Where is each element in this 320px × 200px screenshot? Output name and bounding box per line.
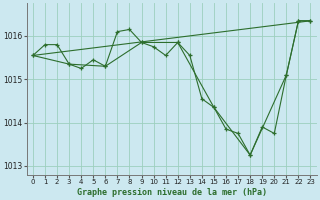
X-axis label: Graphe pression niveau de la mer (hPa): Graphe pression niveau de la mer (hPa) — [77, 188, 267, 197]
